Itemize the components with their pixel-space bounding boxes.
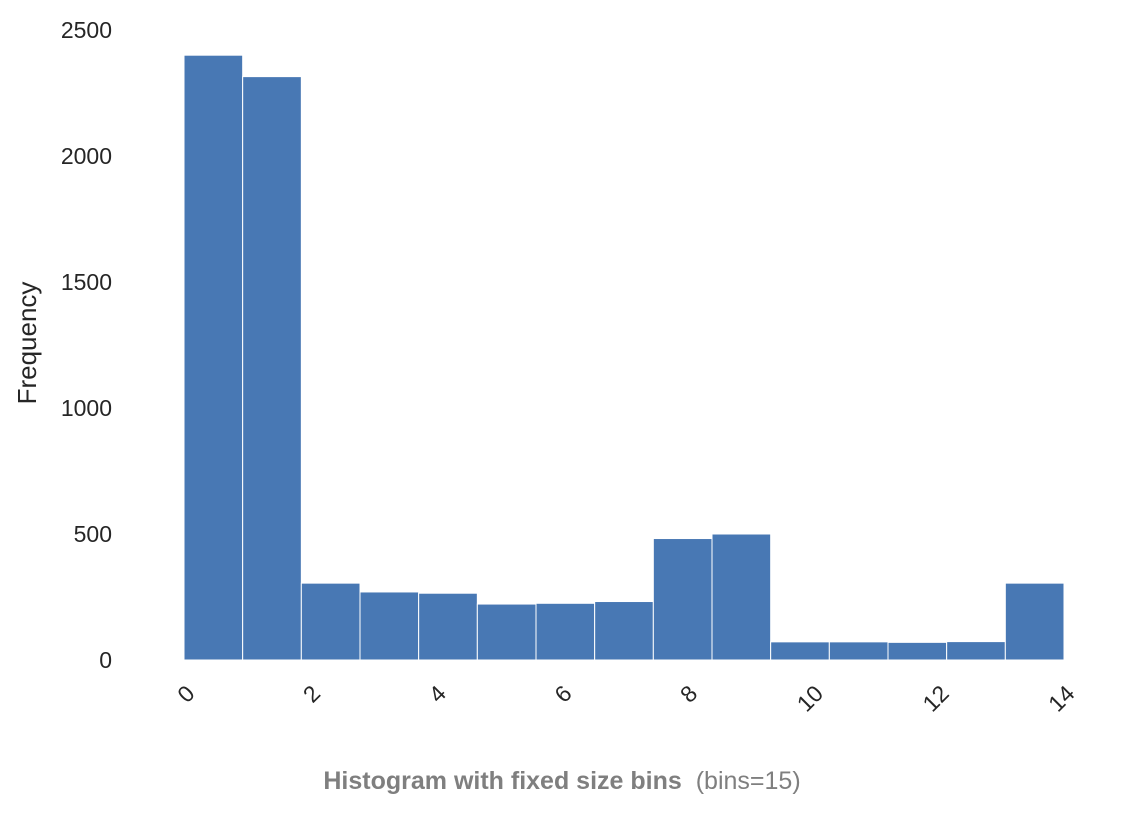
histogram-bar bbox=[359, 591, 420, 661]
histogram-bar bbox=[1004, 582, 1065, 661]
histogram-bar bbox=[594, 601, 654, 661]
y-tick-labels: 0 500 1000 1500 2000 2500 bbox=[61, 17, 112, 673]
histogram-bar bbox=[652, 538, 713, 661]
y-tick-label: 1500 bbox=[61, 269, 112, 295]
x-tick-label: 12 bbox=[917, 680, 953, 716]
histogram-bar bbox=[242, 76, 302, 661]
x-tick-label: 8 bbox=[675, 680, 702, 707]
x-tick-label: 0 bbox=[172, 680, 199, 707]
histogram-bar bbox=[418, 592, 478, 661]
histogram-bar bbox=[711, 533, 772, 661]
y-tick-label: 500 bbox=[74, 521, 112, 547]
histogram-bar bbox=[476, 603, 537, 661]
histogram-bar bbox=[770, 641, 830, 661]
y-tick-label: 1000 bbox=[61, 395, 112, 421]
x-tick-label: 2 bbox=[298, 680, 325, 707]
histogram-bar bbox=[183, 54, 244, 661]
y-tick-label: 0 bbox=[99, 647, 112, 673]
chart-caption: Histogram with fixed size bins (bins=15) bbox=[323, 767, 800, 795]
x-tick-label: 4 bbox=[424, 680, 452, 708]
histogram-bar bbox=[887, 641, 948, 661]
caption-title: Histogram with fixed size bins bbox=[323, 767, 681, 795]
x-tick-label: 10 bbox=[792, 680, 828, 716]
histogram-bar bbox=[300, 582, 361, 661]
histogram-bar bbox=[535, 602, 596, 661]
y-tick-label: 2500 bbox=[61, 17, 112, 43]
histogram-bar bbox=[946, 641, 1006, 661]
bars-group bbox=[183, 54, 1065, 661]
caption-bins-note: (bins=15) bbox=[696, 767, 801, 795]
x-tick-label: 14 bbox=[1043, 680, 1080, 717]
y-tick-label: 2000 bbox=[61, 143, 112, 169]
histogram-bar bbox=[828, 641, 889, 661]
y-axis-label: Frequency bbox=[12, 282, 42, 405]
x-tick-label: 6 bbox=[549, 680, 576, 707]
x-tick-labels: 0 2 4 6 8 10 12 14 bbox=[172, 680, 1080, 717]
